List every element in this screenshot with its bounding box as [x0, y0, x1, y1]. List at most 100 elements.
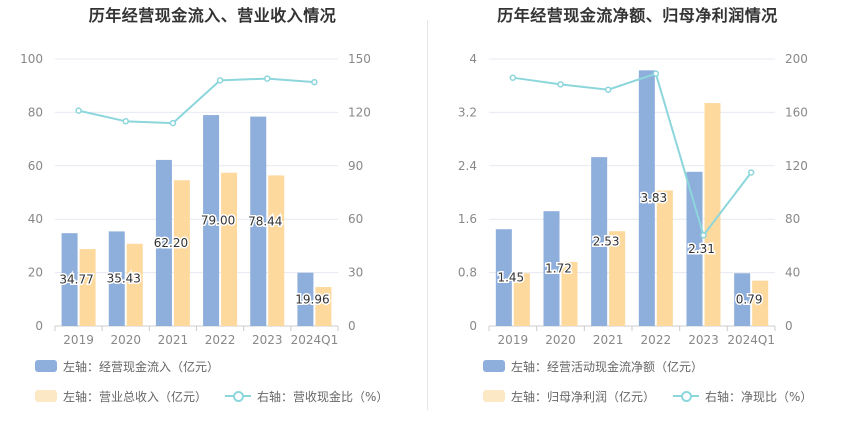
- data-label-2020: 1.72: [545, 262, 572, 276]
- right-axis-tick-label: 60: [348, 212, 363, 226]
- bar-2019-series2: [513, 273, 530, 326]
- legend-swatch-orange: [483, 390, 505, 402]
- legend-item-net-cash-ratio[interactable]: 右轴：净现比（%）: [673, 388, 812, 405]
- left-chart-title: 历年经营现金流入、营业收入情况: [88, 6, 337, 25]
- bar-2020-series1: [108, 231, 125, 326]
- bar-2022-series1: [203, 115, 220, 326]
- left-axis-tick-label: 60: [28, 159, 43, 173]
- legend-label: 左轴：归母净利润（亿元）: [511, 389, 656, 404]
- legend-line-marker-icon: [673, 390, 700, 402]
- data-label-2021: 62.20: [154, 236, 188, 250]
- bar-2020-series2: [561, 261, 578, 326]
- right-axis-tick-label: 30: [348, 266, 363, 280]
- legend-label: 左轴：经营活动现金流净额（亿元）: [511, 359, 704, 374]
- legend-swatch-blue: [35, 360, 57, 372]
- left-axis-tick-label: 20: [28, 266, 43, 280]
- data-label-2021: 2.53: [593, 235, 620, 249]
- x-axis-tick-label: 2023: [688, 333, 719, 347]
- bar-2024Q1-series2: [315, 287, 332, 326]
- data-label-2022: 79.00: [201, 214, 235, 228]
- ratio-line-point-2022: [216, 77, 224, 84]
- bar-2022-series1: [638, 70, 655, 326]
- right-axis-tick-label: 90: [348, 159, 363, 173]
- bar-2021-series1: [591, 157, 608, 326]
- panel-divider: [427, 20, 428, 410]
- data-label-2020: 35.43: [107, 272, 141, 286]
- ratio-line-point-2019: [509, 74, 517, 81]
- bar-2019-series1: [61, 233, 78, 326]
- x-axis-tick-label: 2024Q1: [727, 333, 775, 347]
- legend-item-cash-inflow[interactable]: 左轴：经营现金流入（亿元）: [35, 358, 219, 375]
- left-axis-tick-label: 2.4: [458, 159, 477, 173]
- left-axis-tick-label: 40: [28, 212, 43, 226]
- bar-2024Q1-series1: [734, 273, 751, 326]
- bar-2023-series2: [704, 103, 721, 327]
- data-label-2023: 2.31: [688, 242, 715, 256]
- ratio-line-point-2024Q1: [747, 169, 755, 176]
- ratio-line: [78, 77, 315, 125]
- right-axis-tick-label: 0: [785, 319, 793, 333]
- left-axis-tick-label: 1.6: [458, 212, 477, 226]
- left-chart-panel: 历年经营现金流入、营业收入情况 0 0 20 30 40 60 60 90 80 120 100 15…: [20, 6, 406, 418]
- right-axis-tick-label: 80: [785, 212, 800, 226]
- x-axis-tick-label: 2023: [252, 333, 283, 347]
- x-axis-tick-label: 2019: [498, 333, 529, 347]
- x-axis-tick-label: 2021: [158, 333, 189, 347]
- ratio-line-point-2021: [604, 86, 612, 93]
- right-axis-tick-label: 0: [348, 319, 356, 333]
- ratio-line-point-2023: [264, 75, 271, 82]
- legend-label: 左轴：经营现金流入（亿元）: [63, 359, 220, 374]
- left-axis-tick-label: 80: [28, 105, 43, 119]
- bar-2024Q1-series1: [297, 272, 314, 326]
- bar-2023-series1: [250, 116, 267, 326]
- ratio-line-point-2020: [557, 81, 564, 88]
- right-axis-tick-label: 200: [785, 52, 808, 66]
- ratio-line-point-2023: [700, 231, 707, 239]
- x-axis-tick-label: 2022: [641, 333, 672, 347]
- x-axis-tick-label: 2024Q1: [291, 333, 339, 347]
- ratio-line-point-2020: [122, 118, 129, 125]
- x-axis-tick-label: 2020: [545, 333, 576, 347]
- left-axis-tick-label: 3.2: [458, 105, 477, 119]
- right-chart-panel: 历年经营现金流净额、归母净利润情况 0 0 0.8 40 1.6 80 2.4 120 3.2 1…: [425, 0, 850, 437]
- bar-2020-series1: [543, 211, 560, 326]
- bar-2023-series1: [686, 171, 703, 326]
- legend-item-revenue[interactable]: 左轴：营业总收入（亿元）: [35, 388, 207, 405]
- legend-item-ratio[interactable]: 右轴：营收现金比（%）: [225, 388, 388, 405]
- left-axis-tick-label: 0: [35, 319, 43, 333]
- legend-label: 右轴：营收现金比（%）: [257, 389, 389, 404]
- ratio-line-point-2022: [652, 70, 660, 77]
- bar-2023-series2: [268, 175, 285, 326]
- left-axis-tick-label: 0: [469, 319, 477, 333]
- data-label-2019: 1.45: [497, 271, 524, 285]
- bar-2021-series1: [155, 159, 172, 326]
- bar-2022-series2: [656, 190, 673, 326]
- legend-line-marker-icon: [225, 390, 252, 402]
- data-label-2024Q1: 19.96: [295, 292, 329, 306]
- x-axis-tick-label: 2019: [63, 333, 94, 347]
- bar-2020-series2: [126, 243, 143, 326]
- left-axis-tick-label: 0.8: [458, 266, 477, 280]
- bar-2022-series2: [221, 172, 238, 326]
- data-label-2019: 34.77: [59, 273, 93, 287]
- right-axis-tick-label: 150: [348, 52, 371, 66]
- right-axis-tick-label: 40: [785, 266, 800, 280]
- right-axis-tick-label: 120: [348, 105, 371, 119]
- left-chart-legend: 左轴：经营现金流入（亿元） 左轴：营业总收入（亿元） 右轴：营收现金比（%）: [35, 358, 406, 418]
- right-chart-legend: 左轴：经营活动现金流净额（亿元） 左轴：归母净利润（亿元） 右轴：净现比（%）: [483, 358, 830, 418]
- legend-label: 左轴：营业总收入（亿元）: [63, 389, 208, 404]
- legend-item-net-profit[interactable]: 左轴：归母净利润（亿元）: [483, 388, 655, 405]
- right-chart-plot: 0 0 0.8 40 1.6 80 2.4 120 3.2 160 4 200 2019 2020 2021…: [458, 52, 808, 347]
- legend-item-net-cash-flow[interactable]: 左轴：经营活动现金流净额（亿元）: [483, 358, 703, 375]
- right-axis-tick-label: 120: [785, 159, 808, 173]
- bar-2019-series2: [79, 249, 96, 326]
- right-chart-title: 历年经营现金流净额、归母净利润情况: [497, 6, 778, 25]
- bar-2024Q1-series2: [752, 280, 769, 326]
- left-axis-tick-label: 4: [469, 52, 477, 66]
- bar-2019-series1: [495, 229, 512, 326]
- right-axis-tick-label: 160: [785, 105, 808, 119]
- ratio-line-point-2019: [75, 107, 82, 114]
- legend-swatch-blue: [483, 360, 505, 372]
- x-axis-tick-label: 2021: [593, 333, 624, 347]
- legend-label: 右轴：净现比（%）: [705, 389, 813, 404]
